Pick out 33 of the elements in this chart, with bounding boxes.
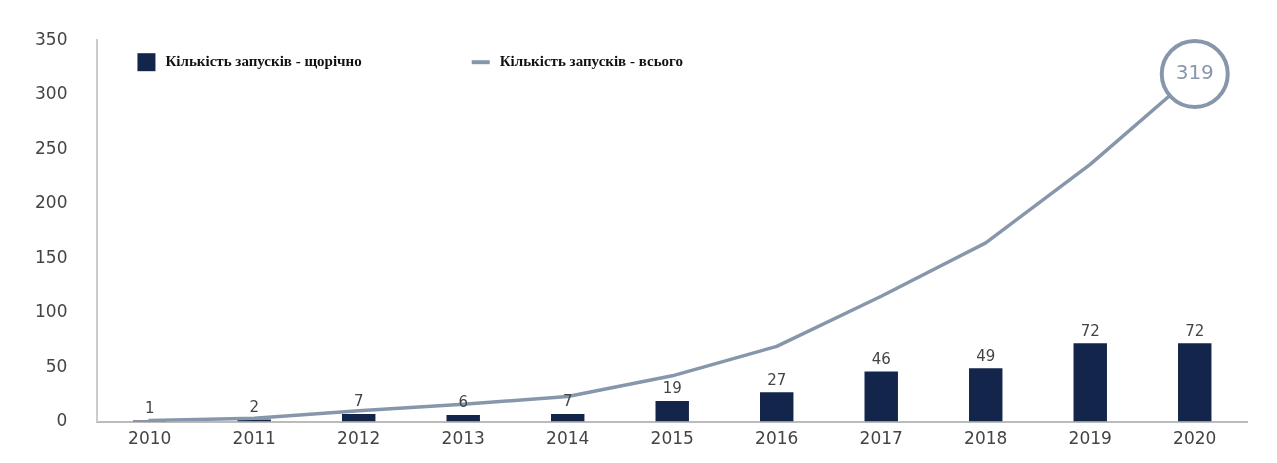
data-label: 6 — [458, 393, 468, 412]
y-tick-label: 200 — [34, 192, 68, 213]
legend-label: Кількість запусків - щорічно — [165, 53, 362, 70]
x-tick-label: 2011 — [232, 428, 276, 449]
x-tick-label: 2018 — [964, 428, 1008, 449]
data-label: 7 — [562, 392, 573, 411]
x-tick-label: 2019 — [1068, 428, 1112, 449]
x-tick-label: 2013 — [441, 428, 485, 449]
data-label: 19 — [662, 379, 682, 398]
x-tick-label: 2014 — [546, 428, 590, 449]
y-tick-label: 50 — [45, 355, 68, 376]
data-label: 72 — [1080, 321, 1100, 340]
data-label: 7 — [353, 392, 364, 411]
x-tick-label: 2010 — [128, 428, 172, 449]
y-tick-label: 0 — [56, 410, 68, 431]
y-tick-label: 350 — [34, 28, 68, 49]
data-label: 49 — [976, 346, 996, 365]
y-tick-label: 150 — [34, 246, 68, 267]
data-label: 2 — [249, 397, 259, 416]
data-label: 72 — [1185, 321, 1205, 340]
data-label: 27 — [767, 370, 787, 389]
legend-label: Кількість запусків - всього — [499, 53, 683, 70]
data-label: 46 — [871, 349, 891, 368]
x-tick-label: 2012 — [337, 428, 381, 449]
data-label: 1 — [144, 398, 155, 417]
annotation: 319 — [1175, 60, 1214, 85]
x-tick-label: 2020 — [1173, 428, 1217, 449]
x-tick-label: 2016 — [755, 428, 799, 449]
y-tick-label: 100 — [34, 301, 68, 322]
y-tick-label: 250 — [34, 137, 68, 158]
x-tick-label: 2015 — [650, 428, 694, 449]
y-tick-label: 300 — [34, 83, 68, 104]
x-tick-label: 2017 — [859, 428, 903, 449]
